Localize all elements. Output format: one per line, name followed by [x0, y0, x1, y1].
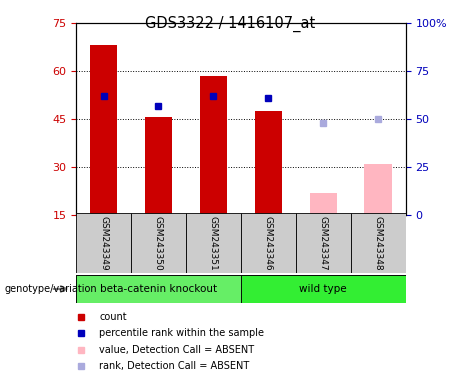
Bar	[365, 164, 392, 215]
Text: rank, Detection Call = ABSENT: rank, Detection Call = ABSENT	[99, 361, 249, 371]
Bar	[254, 111, 282, 215]
Bar	[296, 213, 351, 273]
Text: GSM243350: GSM243350	[154, 215, 163, 270]
Text: genotype/variation: genotype/variation	[5, 284, 97, 294]
Bar	[200, 76, 227, 215]
Text: GSM243349: GSM243349	[99, 215, 108, 270]
Bar	[131, 213, 186, 273]
Text: percentile rank within the sample: percentile rank within the sample	[99, 328, 264, 338]
Text: wild type: wild type	[300, 284, 347, 294]
Bar	[186, 213, 241, 273]
Bar	[76, 275, 241, 303]
Text: count: count	[99, 312, 127, 322]
Bar	[90, 45, 117, 215]
Bar	[145, 118, 172, 215]
Text: GDS3322 / 1416107_at: GDS3322 / 1416107_at	[145, 15, 316, 31]
Text: GSM243351: GSM243351	[209, 215, 218, 270]
Text: GSM243346: GSM243346	[264, 215, 273, 270]
Bar	[241, 275, 406, 303]
Bar	[309, 193, 337, 215]
Text: GSM243348: GSM243348	[374, 215, 383, 270]
Text: value, Detection Call = ABSENT: value, Detection Call = ABSENT	[99, 345, 254, 355]
Bar	[76, 213, 131, 273]
Bar	[351, 213, 406, 273]
Text: beta-catenin knockout: beta-catenin knockout	[100, 284, 217, 294]
Text: GSM243347: GSM243347	[319, 215, 328, 270]
Bar	[241, 213, 296, 273]
